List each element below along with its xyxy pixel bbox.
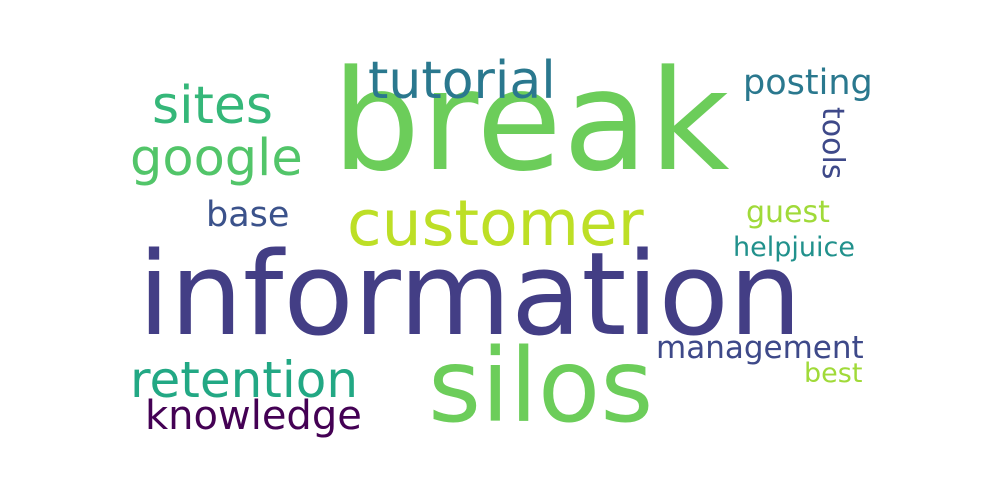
word-sites: sites: [152, 76, 274, 136]
word-best: best: [804, 358, 863, 389]
word-silos: silos: [428, 327, 654, 446]
word-knowledge: knowledge: [145, 393, 362, 439]
word-helpjuice: helpjuice: [733, 232, 855, 263]
word-guest: guest: [746, 195, 830, 230]
word-information: information: [138, 228, 802, 362]
word-posting: posting: [743, 63, 873, 103]
word-break: break: [332, 40, 731, 202]
word-tutorial: tutorial: [368, 51, 556, 111]
word-retention: retention: [130, 351, 359, 409]
word-customer: customer: [347, 187, 644, 260]
word-base: base: [206, 195, 290, 235]
word-google: google: [130, 129, 303, 188]
word-tools: tools: [815, 107, 850, 180]
word-management: management: [656, 330, 864, 366]
